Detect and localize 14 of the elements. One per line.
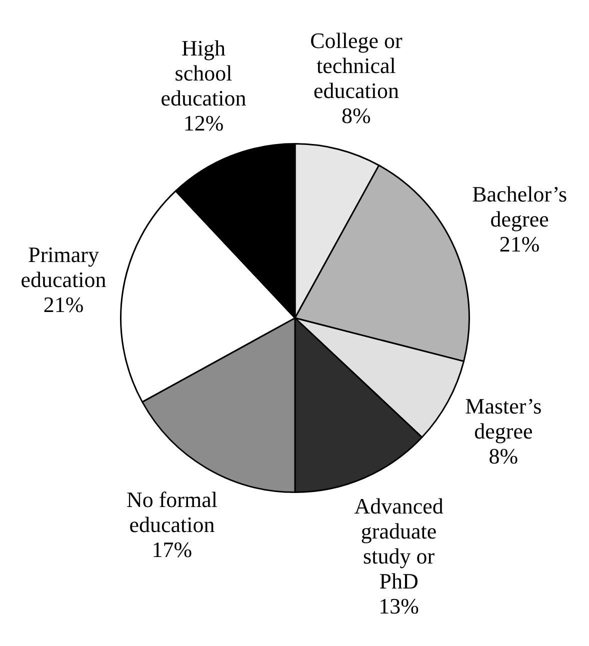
data-label: 8%: [488, 443, 518, 468]
slice-label: High school education: [160, 35, 246, 110]
slice-label: Bachelor’s degree: [472, 182, 568, 232]
slice-label: Advanced graduate study or PhD: [354, 494, 444, 594]
data-label: 21%: [43, 292, 84, 318]
slice-label: College or technical education: [310, 28, 404, 103]
slice-label: Master’s degree: [465, 393, 542, 444]
slice-label: No formal education: [126, 486, 218, 537]
data-label: 8%: [342, 102, 371, 128]
data-label: 21%: [499, 232, 540, 257]
data-label: 17%: [152, 536, 192, 562]
data-label: 13%: [378, 594, 419, 619]
data-label: 12%: [183, 110, 224, 136]
slice-label: Primary education: [20, 242, 106, 292]
